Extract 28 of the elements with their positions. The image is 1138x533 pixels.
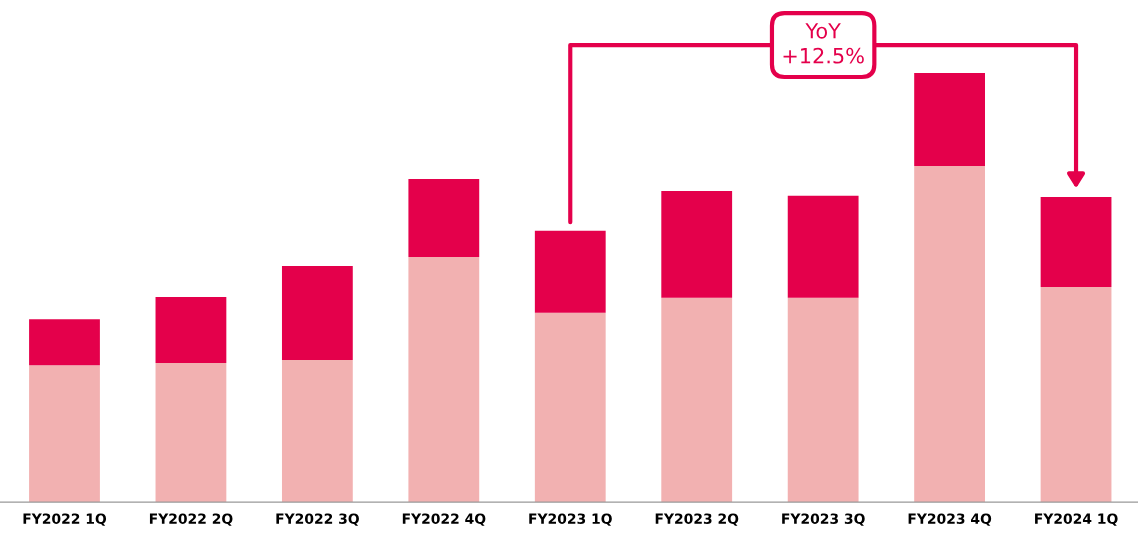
bar	[29, 365, 100, 503]
bar	[787, 297, 859, 503]
bar	[914, 166, 985, 503]
bar	[281, 266, 353, 361]
bar	[1040, 287, 1112, 503]
bar	[914, 72, 985, 167]
bar	[281, 360, 353, 503]
bar	[29, 319, 100, 366]
x-tick-label: FY2023 2Q	[655, 513, 739, 526]
bar	[661, 297, 733, 503]
x-tick-label: FY2022 4Q	[402, 513, 486, 526]
x-tick-label: FY2022 1Q	[23, 513, 107, 526]
bar	[408, 257, 480, 503]
x-tick-label: FY2023 1Q	[529, 513, 612, 526]
x-tick-label: FY2022 3Q	[276, 513, 359, 526]
x-tick-label: FY2024 1Q	[1035, 513, 1118, 526]
bar	[661, 190, 733, 298]
x-tick-label: FY2023 4Q	[908, 513, 992, 526]
bar	[155, 296, 227, 364]
x-tick-label: FY2022 2Q	[149, 513, 233, 526]
bar	[787, 195, 859, 298]
x-tick-label: FY2023 3Q	[782, 513, 865, 526]
bar	[534, 230, 606, 313]
text: YoY +12.5%	[783, 23, 864, 64]
bar	[1040, 196, 1112, 288]
bar	[155, 363, 227, 503]
bar	[534, 312, 606, 503]
bar	[408, 178, 480, 258]
